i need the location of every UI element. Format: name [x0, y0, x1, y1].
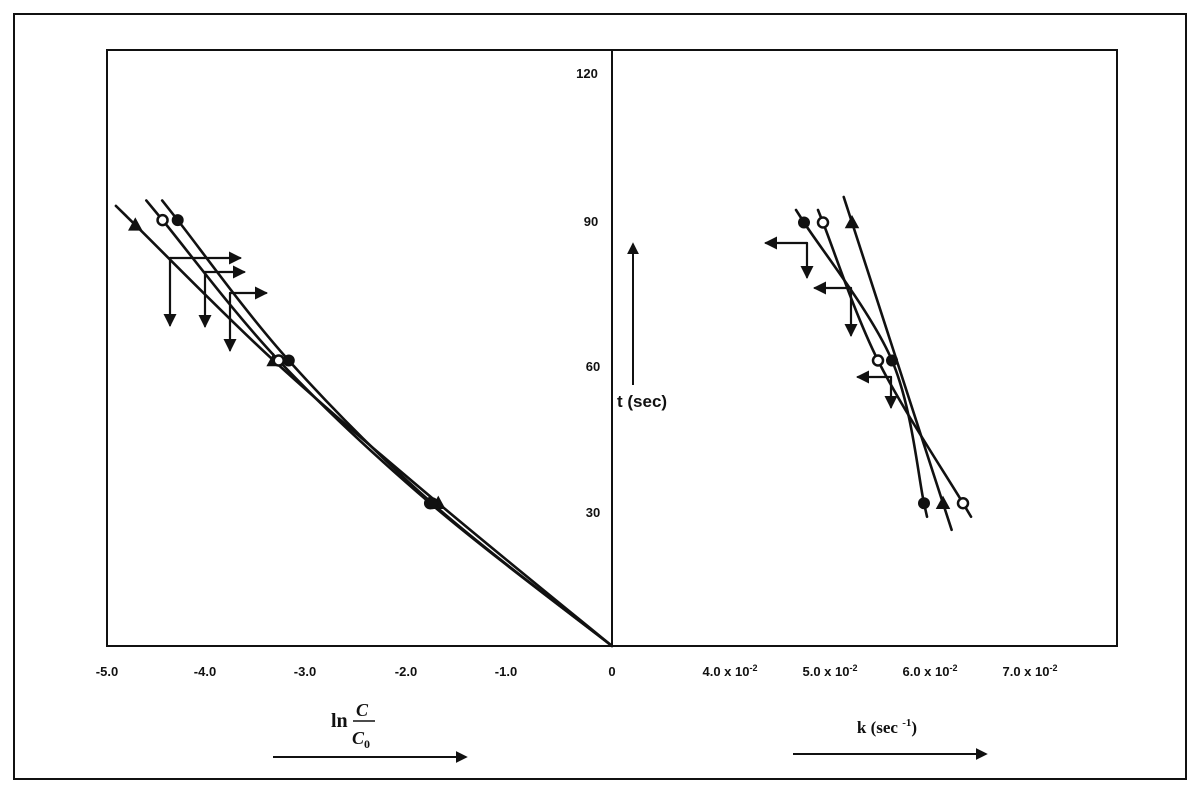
left-series-1-point-3	[156, 213, 169, 227]
left-series-0-point-3	[128, 217, 143, 231]
right-series-1-point-2	[816, 216, 830, 229]
right-plot-area	[794, 195, 973, 532]
x-tick-left-2: -3.0	[294, 664, 316, 679]
x-tick-left-5: 0	[608, 664, 615, 679]
right-series-2-point-0	[935, 495, 951, 509]
right-series-2-line	[842, 195, 953, 532]
x-tick-left-3: -2.0	[395, 664, 417, 679]
x-label-denominator: C0	[352, 728, 370, 751]
y-tick-30: 30	[586, 505, 600, 520]
x-tick-right-3: 7.0 x 10-2	[1002, 663, 1057, 679]
right-series-1-point-0	[956, 497, 970, 510]
left-x-ticks: -5.0 -4.0 -3.0 -2.0 -1.0 0	[96, 664, 616, 679]
y-tick-120: 120	[576, 66, 598, 81]
left-series-2-point-3	[171, 214, 184, 227]
x-label-ln: ln	[331, 710, 348, 732]
left-series-0-line	[114, 204, 614, 648]
y-ticks: 120 90 60 30	[576, 66, 600, 520]
left-series-1-line	[144, 199, 614, 648]
left-series-2-point-1	[426, 497, 439, 510]
right-series-2-point-1	[844, 214, 860, 229]
left-series-2-point-2	[282, 354, 295, 367]
left-error-brackets	[163, 251, 268, 352]
left-x-axis-label: ln C C0	[331, 700, 375, 751]
right-error-brackets	[764, 236, 898, 409]
right-x-axis-label: k (sec -1)	[857, 717, 917, 737]
x-tick-right-1: 5.0 x 10-2	[802, 663, 857, 679]
x-tick-left-0: -5.0	[96, 664, 118, 679]
x-tick-right-0: 4.0 x 10-2	[702, 663, 757, 679]
right-series-1-point-1	[871, 354, 885, 367]
left-series-1-point-2	[272, 354, 285, 367]
right-series-0-point-2	[798, 216, 810, 229]
y-tick-60: 60	[586, 359, 600, 374]
x-tick-right-2: 6.0 x 10-2	[902, 663, 957, 679]
y-axis-label: t (sec)	[617, 392, 667, 411]
left-plot-area	[114, 199, 614, 648]
x-label-numerator: C	[356, 700, 369, 720]
y-tick-90: 90	[584, 214, 598, 229]
x-tick-left-1: -4.0	[194, 664, 216, 679]
right-series-0-point-0	[918, 497, 930, 510]
left-series-2-line	[160, 199, 614, 648]
outer-frame	[13, 13, 1187, 780]
x-tick-left-4: -1.0	[495, 664, 517, 679]
right-x-ticks: 4.0 x 10-2 5.0 x 10-2 6.0 x 10-2 7.0 x 1…	[702, 663, 1057, 679]
